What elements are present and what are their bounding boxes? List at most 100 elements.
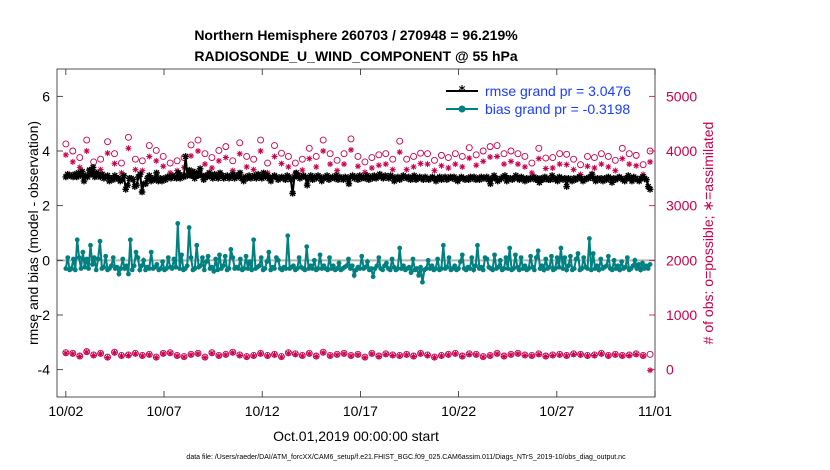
bias-point: [74, 237, 80, 243]
bias-point: [108, 263, 114, 269]
bias-point: [86, 266, 92, 271]
obs-assimilated-lower-point: [584, 353, 591, 359]
bias-point: [311, 257, 317, 263]
bias-point: [325, 267, 331, 273]
obs-assimilated-point: [208, 164, 215, 171]
obs-assimilated-point: [633, 162, 640, 169]
obs-assimilated-lower-point: [535, 351, 542, 358]
bias-point: [467, 266, 473, 271]
rmse-point: [73, 173, 81, 181]
obs-possible-point: [465, 144, 473, 152]
obs-assimilated-point: [382, 161, 389, 168]
obs-assimilated-point: [243, 163, 250, 170]
bias-point: [285, 233, 291, 239]
obs-possible-point: [396, 137, 404, 145]
rmse-point: [180, 173, 188, 181]
obs-assimilated-lower-point: [327, 353, 334, 359]
obs-assimilated-point: [528, 169, 535, 176]
rmse-point: [260, 169, 267, 177]
obs-possible-point: [173, 157, 181, 165]
obs-assimilated-point: [612, 167, 619, 174]
obs-assimilated-lower-point: [528, 353, 535, 359]
bias-point: [368, 266, 374, 271]
bias-point: [636, 262, 642, 267]
y-left-tick-label: 2: [42, 198, 50, 214]
obs-assimilated-point: [361, 169, 368, 176]
rmse-point: [196, 165, 204, 173]
obs-possible-point: [570, 155, 578, 163]
bias-point: [179, 252, 184, 258]
x-tick-label: 10/22: [441, 403, 476, 419]
obs-assimilated-lower-point: [556, 351, 563, 358]
obs-assimilated-point: [306, 155, 313, 162]
rmse-point: [185, 166, 193, 174]
bias-point: [495, 264, 501, 270]
y-left-tick-label: 4: [42, 143, 50, 159]
y-right-tick-label: 3000: [666, 198, 697, 214]
bias-point: [541, 267, 547, 273]
obs-assimilated-lower-point: [577, 351, 584, 358]
obs-possible-point: [236, 139, 244, 147]
y-right-tick-label: 4000: [666, 143, 697, 159]
obs-assimilated-lower-point: [132, 350, 139, 357]
bias-point: [543, 256, 549, 262]
rmse-point: [302, 173, 309, 181]
bias-point: [634, 266, 640, 271]
obs-assimilated-lower-point: [83, 349, 90, 356]
obs-assimilated-lower-point: [417, 350, 424, 357]
obs-assimilated-lower-point: [480, 354, 487, 361]
rmse-point: [546, 176, 554, 183]
rmse-point: [234, 173, 242, 181]
bias-point: [503, 255, 509, 260]
bias-point: [552, 266, 558, 271]
bias-point: [539, 263, 545, 269]
obs-assimilated-lower-point: [403, 351, 410, 358]
rmse-point: [175, 169, 182, 177]
obs-possible-lower-point: [646, 350, 654, 358]
obs-possible-point: [618, 144, 626, 152]
bias-point: [203, 259, 209, 265]
rmse-point: [200, 176, 208, 183]
rmse-point: [588, 170, 596, 178]
obs-assimilated-lower-point: [410, 353, 417, 360]
obs-possible-point: [556, 150, 564, 158]
bias-point: [575, 251, 581, 256]
obs-assimilated-point: [139, 167, 146, 174]
x-tick-label: 10/12: [245, 403, 280, 419]
obs-assimilated-lower-point: [201, 354, 208, 361]
obs-possible-point: [507, 147, 515, 155]
rmse-point: [87, 170, 95, 178]
obs-possible-point: [584, 153, 591, 160]
bias-point: [497, 257, 503, 263]
obs-possible-point: [361, 158, 369, 166]
bias-point: [334, 266, 340, 271]
bias-point: [237, 256, 243, 262]
bias-point: [215, 267, 220, 273]
bias-point: [617, 267, 623, 273]
obs-assimilated-lower-point: [354, 351, 361, 358]
bias-point: [596, 267, 602, 273]
obs-assimilated-lower-point: [368, 350, 375, 357]
obs-assimilated-point: [452, 161, 459, 168]
obs-assimilated-lower-point: [487, 353, 494, 359]
x-tick-label: 10/07: [147, 403, 182, 419]
bias-point: [490, 267, 496, 273]
rmse-point: [287, 176, 295, 183]
obs-assimilated-point: [410, 163, 417, 170]
obs-assimilated-point: [341, 161, 348, 168]
obs-assimilated-point: [438, 162, 445, 169]
obs-assimilated-point: [473, 162, 480, 169]
rmse-point: [323, 172, 331, 179]
obs-assimilated-lower-point: [257, 350, 264, 357]
bias-point: [511, 266, 516, 271]
rmse-point: [410, 172, 418, 179]
bias-point: [435, 256, 441, 262]
y-right-tick-label: 2000: [666, 252, 697, 268]
rmse-point: [485, 176, 492, 183]
bias-point: [177, 266, 183, 271]
bias-point: [291, 263, 296, 269]
bias-point: [401, 263, 406, 269]
obs-possible-point: [375, 151, 383, 159]
obs-assimilated-lower-point: [97, 350, 104, 357]
obs-assimilated-point: [160, 163, 167, 170]
